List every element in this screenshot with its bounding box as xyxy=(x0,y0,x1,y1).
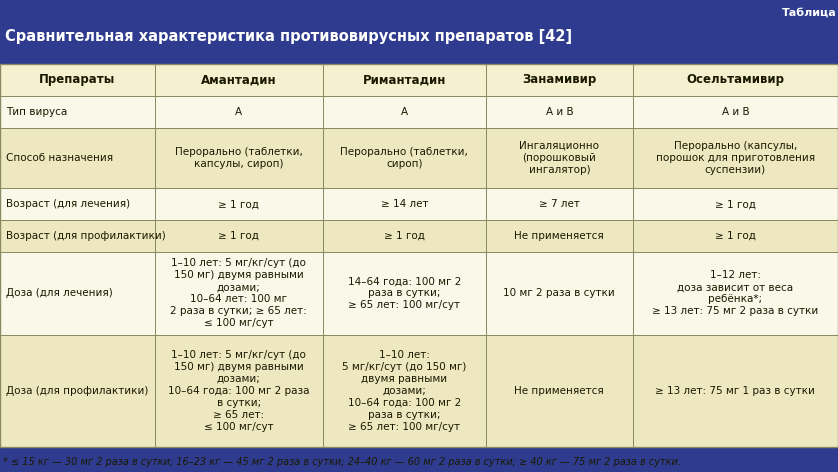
Bar xyxy=(0,128,155,188)
Text: Возраст (для лечения): Возраст (для лечения) xyxy=(6,199,130,209)
Bar xyxy=(486,128,633,188)
Text: Не применяется: Не применяется xyxy=(515,386,604,396)
Bar xyxy=(323,220,486,252)
Text: Доза (для лечения): Доза (для лечения) xyxy=(6,288,112,298)
Bar xyxy=(155,64,323,96)
Bar xyxy=(486,220,633,252)
Text: Возраст (для профилактики): Возраст (для профилактики) xyxy=(6,231,166,241)
Bar xyxy=(323,64,486,96)
Text: 1–10 лет: 5 мг/кг/сут (до
150 мг) двумя равными
дозами;
10–64 года: 100 мг 2 раз: 1–10 лет: 5 мг/кг/сут (до 150 мг) двумя … xyxy=(168,350,309,432)
Text: Перорально (таблетки,
сиpoп): Перорально (таблетки, сиpoп) xyxy=(340,147,468,169)
Bar xyxy=(0,0,838,64)
Bar xyxy=(486,252,633,335)
Text: Римантадин: Римантадин xyxy=(363,73,446,86)
Text: Таблица: Таблица xyxy=(782,8,836,17)
Bar xyxy=(0,64,155,96)
Bar xyxy=(486,96,633,128)
Bar xyxy=(633,335,838,447)
Bar xyxy=(0,335,155,447)
Bar xyxy=(323,128,486,188)
Text: А и В: А и В xyxy=(722,107,749,117)
Text: Амантадин: Амантадин xyxy=(201,73,277,86)
Text: ≥ 1 год: ≥ 1 год xyxy=(219,231,259,241)
Bar xyxy=(633,96,838,128)
Bar xyxy=(323,335,486,447)
Text: Перорально (таблетки,
капсулы, сиpoп): Перорально (таблетки, капсулы, сиpoп) xyxy=(175,147,303,169)
Bar xyxy=(155,128,323,188)
Bar xyxy=(486,335,633,447)
Bar xyxy=(0,188,155,220)
Text: Перорально (капсулы,
порошок для приготовления
суспензии): Перорально (капсулы, порошок для пригото… xyxy=(656,141,815,175)
Text: ≥ 1 год: ≥ 1 год xyxy=(715,199,756,209)
Text: Осельтамивир: Осельтамивир xyxy=(686,73,784,86)
Bar xyxy=(0,220,155,252)
Text: 1–10 лет: 5 мг/кг/сут (до
150 мг) двумя равными
дозами;
10–64 лет: 100 мг
2 раза: 1–10 лет: 5 мг/кг/сут (до 150 мг) двумя … xyxy=(170,258,308,329)
Text: ≥ 1 год: ≥ 1 год xyxy=(219,199,259,209)
Text: А: А xyxy=(401,107,408,117)
Bar xyxy=(633,252,838,335)
Text: А и В: А и В xyxy=(546,107,573,117)
Bar xyxy=(0,96,155,128)
Text: * ≤ 15 кг — 30 мг 2 раза в сутки; 16–23 кг — 45 мг 2 раза в сутки; 24–40 кг — 60: * ≤ 15 кг — 30 мг 2 раза в сутки; 16–23 … xyxy=(3,456,681,467)
Bar xyxy=(155,335,323,447)
Bar xyxy=(323,188,486,220)
Text: Не применяется: Не применяется xyxy=(515,231,604,241)
Bar xyxy=(155,188,323,220)
Bar xyxy=(486,188,633,220)
Text: ≥ 1 год: ≥ 1 год xyxy=(715,231,756,241)
Text: ≥ 14 лет: ≥ 14 лет xyxy=(380,199,428,209)
Bar xyxy=(486,64,633,96)
Text: ≥ 13 лет: 75 мг 1 раз в сутки: ≥ 13 лет: 75 мг 1 раз в сутки xyxy=(655,386,815,396)
Text: 10 мг 2 раза в сутки: 10 мг 2 раза в сутки xyxy=(504,288,615,298)
Bar xyxy=(0,252,155,335)
Bar xyxy=(633,128,838,188)
Bar xyxy=(633,188,838,220)
Text: Занамивир: Занамивир xyxy=(522,73,597,86)
Bar xyxy=(323,252,486,335)
Text: ≥ 7 лет: ≥ 7 лет xyxy=(539,199,580,209)
Bar xyxy=(633,64,838,96)
Text: Препараты: Препараты xyxy=(39,73,116,86)
Text: Сравнительная характеристика противовирусных препаратов [42]: Сравнительная характеристика противовиру… xyxy=(5,29,572,44)
Text: Тип вируса: Тип вируса xyxy=(6,107,67,117)
Text: А: А xyxy=(235,107,242,117)
Text: Доза (для профилактики): Доза (для профилактики) xyxy=(6,386,148,396)
Bar xyxy=(0,64,838,447)
Text: 1–10 лет:
5 мг/кг/сут (до 150 мг)
двумя равными
дозами;
10–64 года: 100 мг 2
раз: 1–10 лет: 5 мг/кг/сут (до 150 мг) двумя … xyxy=(342,350,467,432)
Bar xyxy=(155,220,323,252)
Bar xyxy=(155,96,323,128)
Bar xyxy=(323,96,486,128)
Text: ≥ 1 год: ≥ 1 год xyxy=(384,231,425,241)
Text: Ингаляционно
(порошковый
ингалятор): Ингаляционно (порошковый ингалятор) xyxy=(520,141,599,175)
Text: Способ назначения: Способ назначения xyxy=(6,153,113,163)
Bar xyxy=(633,220,838,252)
Text: 1–12 лет:
доза зависит от веса
ребёнка*;
≥ 13 лет: 75 мг 2 раза в сутки: 1–12 лет: доза зависит от веса ребёнка*;… xyxy=(652,270,819,316)
Text: 14–64 года: 100 мг 2
раза в сутки;
≥ 65 лет: 100 мг/сут: 14–64 года: 100 мг 2 раза в сутки; ≥ 65 … xyxy=(348,277,461,311)
Bar xyxy=(155,252,323,335)
